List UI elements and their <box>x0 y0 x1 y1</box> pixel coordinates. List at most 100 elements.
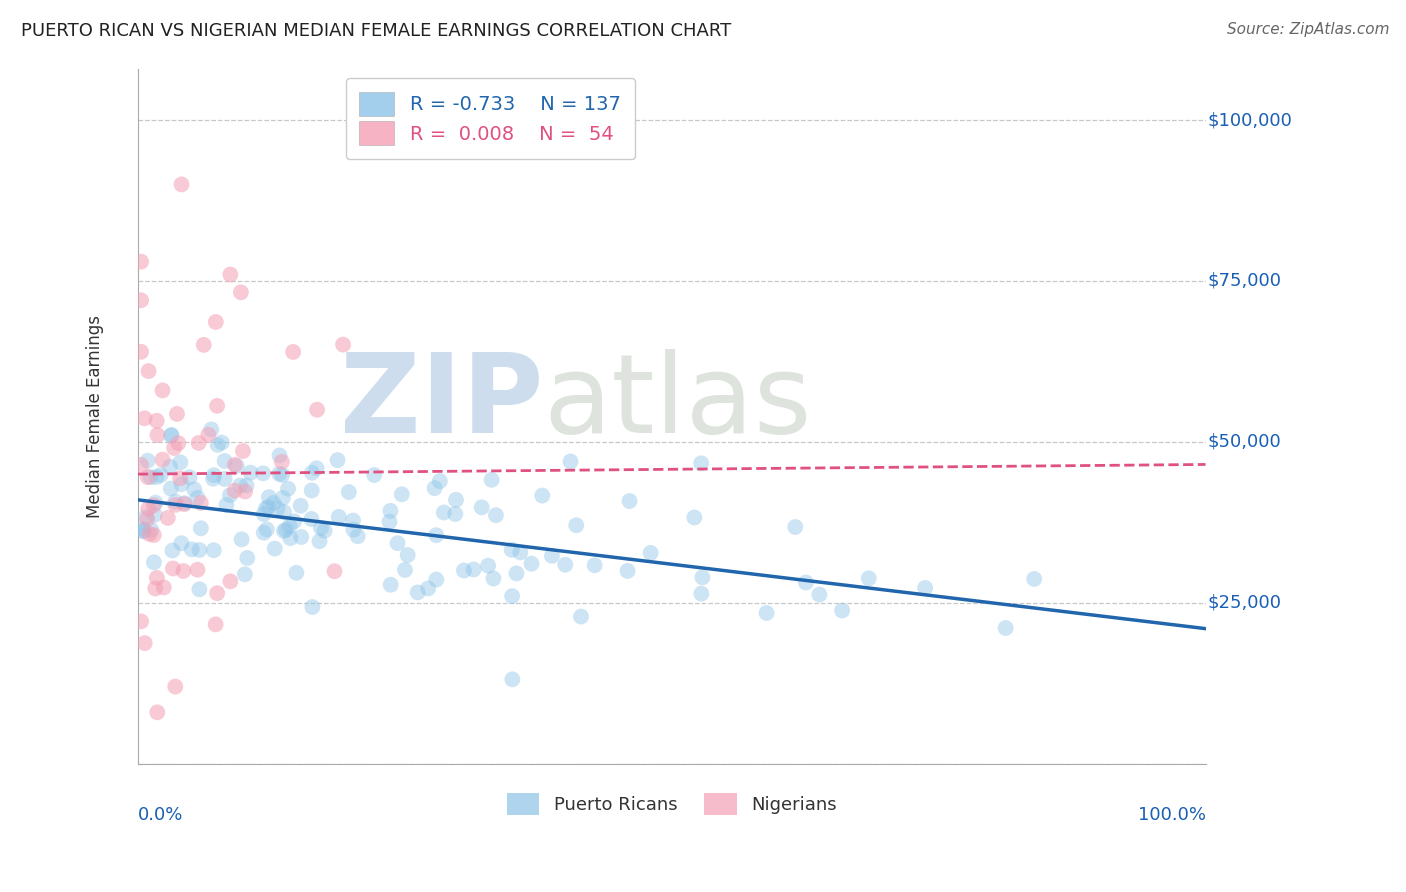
Point <box>145 414 167 428</box>
Point <box>569 609 592 624</box>
Point <box>482 572 505 586</box>
Point <box>202 472 225 486</box>
Point <box>132 524 155 539</box>
Point <box>152 384 174 398</box>
Point <box>163 441 186 455</box>
Point <box>162 543 184 558</box>
Point <box>560 454 582 468</box>
Text: ZIP: ZIP <box>340 349 544 456</box>
Point <box>142 498 165 512</box>
Point <box>509 545 531 559</box>
Point <box>204 617 226 632</box>
Point <box>146 571 169 585</box>
Point <box>136 512 159 526</box>
Point <box>256 523 278 537</box>
Point <box>149 468 172 483</box>
Point <box>136 470 159 484</box>
Point <box>214 472 236 486</box>
Point <box>332 337 354 351</box>
Point <box>166 407 188 421</box>
Point <box>160 482 183 496</box>
Point <box>160 428 183 442</box>
Point <box>283 514 305 528</box>
Point <box>145 470 167 484</box>
Point <box>139 470 162 484</box>
Point <box>200 422 222 436</box>
Point <box>273 524 295 538</box>
Point <box>170 536 193 550</box>
Point <box>640 546 662 560</box>
Point <box>281 345 304 359</box>
Point <box>152 581 174 595</box>
Point <box>254 501 277 516</box>
Point <box>323 564 346 578</box>
Point <box>290 499 312 513</box>
Point <box>224 483 246 498</box>
Point <box>301 600 323 615</box>
Point <box>290 530 312 544</box>
Point <box>831 603 853 617</box>
Point <box>146 428 169 442</box>
Point <box>197 427 219 442</box>
Point <box>505 566 527 581</box>
Point <box>188 543 211 558</box>
Point <box>444 507 467 521</box>
Point <box>233 484 256 499</box>
Point <box>142 555 165 569</box>
Point <box>453 564 475 578</box>
Point <box>136 453 159 467</box>
Point <box>134 636 156 650</box>
Point <box>152 452 174 467</box>
Point <box>914 581 936 595</box>
Point <box>481 473 503 487</box>
Point <box>219 488 242 502</box>
Point <box>501 542 523 557</box>
Text: 100.0%: 100.0% <box>1137 805 1205 823</box>
Point <box>391 487 413 501</box>
Point <box>179 470 201 484</box>
Point <box>183 483 205 497</box>
Point <box>269 449 291 463</box>
Point <box>271 467 294 482</box>
Point <box>301 483 323 498</box>
Point <box>501 673 523 687</box>
Point <box>172 564 194 578</box>
Point <box>394 563 416 577</box>
Point <box>278 531 301 545</box>
Point <box>363 467 385 482</box>
Point <box>219 268 242 282</box>
Point <box>690 456 713 470</box>
Point <box>145 496 167 510</box>
Point <box>683 510 706 524</box>
Point <box>202 543 225 558</box>
Point <box>301 466 323 480</box>
Legend: Puerto Ricans, Nigerians: Puerto Ricans, Nigerians <box>498 784 846 824</box>
Point <box>380 578 402 592</box>
Point <box>994 621 1017 635</box>
Point <box>156 511 179 525</box>
Point <box>138 527 160 541</box>
Point <box>583 558 606 573</box>
Point <box>425 528 447 542</box>
Point <box>308 534 330 549</box>
Point <box>418 582 440 596</box>
Point <box>129 615 152 629</box>
Point <box>307 402 329 417</box>
Point <box>273 505 295 519</box>
Point <box>205 586 228 600</box>
Point <box>142 528 165 542</box>
Point <box>169 455 191 469</box>
Point <box>425 573 447 587</box>
Point <box>214 454 236 468</box>
Point <box>477 558 499 573</box>
Point <box>134 411 156 425</box>
Point <box>235 478 257 492</box>
Point <box>378 515 401 529</box>
Text: 0.0%: 0.0% <box>138 805 183 823</box>
Point <box>808 588 831 602</box>
Point <box>146 706 169 720</box>
Point <box>263 541 285 556</box>
Point <box>346 529 368 543</box>
Point <box>342 523 364 537</box>
Point <box>271 491 294 505</box>
